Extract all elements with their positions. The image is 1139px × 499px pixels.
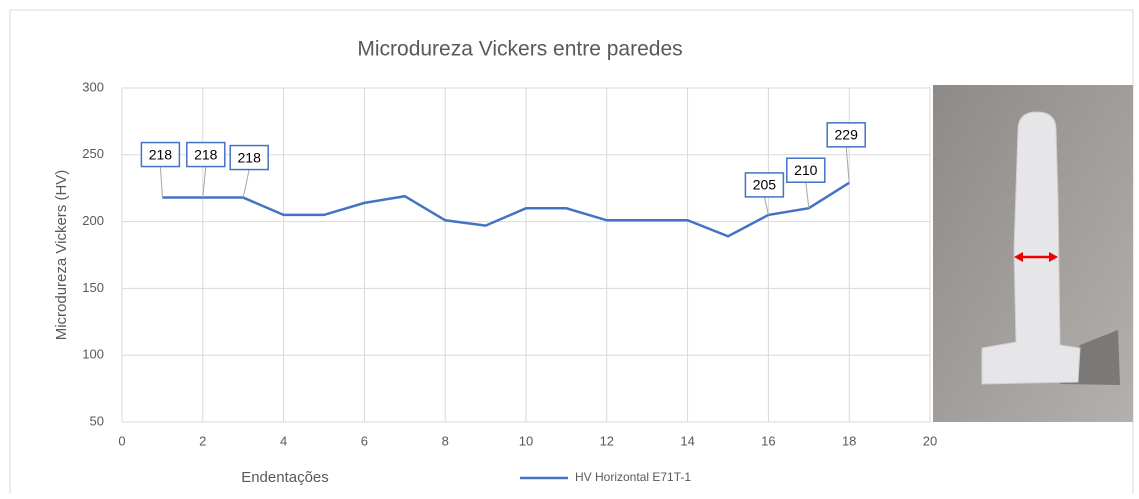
photo (933, 85, 1133, 422)
chart-title: Microdureza Vickers entre paredes (357, 38, 682, 61)
y-tick-label: 150 (82, 280, 104, 295)
x-tick-label: 20 (923, 433, 937, 448)
data-label: 218 (238, 149, 262, 165)
data-label: 218 (149, 146, 173, 162)
data-label: 218 (194, 146, 218, 162)
x-axis-label: Endentações (241, 469, 329, 486)
x-tick-label: 18 (842, 433, 856, 448)
x-tick-label: 12 (600, 433, 614, 448)
x-tick-label: 2 (199, 433, 206, 448)
leader-line (805, 182, 810, 209)
label-box (786, 157, 826, 183)
label-box (229, 144, 269, 171)
leader-line (242, 169, 250, 198)
x-tick-label: 6 (361, 433, 368, 448)
data-label: 205 (753, 177, 777, 193)
x-tick-label: 10 (519, 433, 533, 448)
y-tick-label: 300 (82, 79, 104, 94)
label-box (826, 122, 866, 148)
x-tick-label: 4 (280, 433, 287, 448)
y-tick-label: 250 (82, 146, 104, 161)
x-tick-label: 0 (118, 433, 125, 448)
data-label: 229 (835, 127, 859, 143)
data-line (162, 181, 850, 238)
y-tick-label: 200 (82, 213, 104, 228)
leader-line (159, 166, 163, 198)
label-box (140, 141, 181, 168)
y-tick-label: 50 (90, 413, 104, 428)
data-label: 210 (794, 162, 818, 178)
x-tick-label: 16 (761, 433, 775, 448)
legend-label: HV Horizontal E71T-1 (575, 470, 691, 484)
leader-line (763, 196, 769, 216)
y-axis-label: Microdureza Vickers (HV) (53, 170, 70, 341)
leader-line (202, 166, 207, 198)
leader-line (845, 146, 850, 183)
x-tick-label: 14 (680, 433, 694, 448)
label-box (744, 172, 785, 198)
x-tick-label: 8 (442, 433, 449, 448)
y-tick-label: 100 (82, 347, 104, 362)
label-box (186, 141, 226, 168)
